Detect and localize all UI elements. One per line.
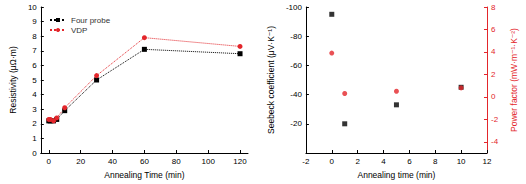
svg-text:0: 0 xyxy=(491,92,496,101)
svg-text:VDP: VDP xyxy=(71,26,87,35)
svg-text:0: 0 xyxy=(32,149,37,158)
svg-text:4: 4 xyxy=(491,47,496,56)
svg-text:-2: -2 xyxy=(302,157,310,166)
svg-text:-20: -20 xyxy=(290,119,302,128)
svg-text:60: 60 xyxy=(140,157,149,166)
svg-text:40: 40 xyxy=(108,157,117,166)
svg-text:120: 120 xyxy=(233,157,247,166)
svg-text:-40: -40 xyxy=(290,90,302,99)
svg-text:Four probe: Four probe xyxy=(71,16,111,25)
svg-text:6: 6 xyxy=(491,25,496,34)
svg-text:9: 9 xyxy=(32,17,37,26)
svg-text:100: 100 xyxy=(201,157,215,166)
svg-text:0: 0 xyxy=(330,157,335,166)
svg-text:Resistivity (μΩ·m): Resistivity (μΩ·m) xyxy=(8,46,18,114)
svg-text:5: 5 xyxy=(32,76,37,85)
svg-text:7: 7 xyxy=(32,46,37,55)
svg-text:4: 4 xyxy=(32,90,37,99)
svg-text:3: 3 xyxy=(32,105,37,114)
svg-text:10: 10 xyxy=(28,3,37,12)
svg-text:Annealing Time (min): Annealing Time (min) xyxy=(104,170,184,180)
svg-text:-80: -80 xyxy=(290,32,302,41)
svg-text:10: 10 xyxy=(457,157,466,166)
svg-text:8: 8 xyxy=(32,32,37,41)
svg-text:6: 6 xyxy=(32,61,37,70)
svg-text:80: 80 xyxy=(172,157,181,166)
svg-text:12: 12 xyxy=(483,157,492,166)
svg-text:6: 6 xyxy=(407,157,412,166)
svg-text:8: 8 xyxy=(491,3,496,12)
svg-text:1: 1 xyxy=(32,134,37,143)
svg-text:4: 4 xyxy=(381,157,386,166)
svg-text:Power factor (mW·m⁻¹·K⁻²): Power factor (mW·m⁻¹·K⁻²) xyxy=(509,28,519,132)
svg-text:2: 2 xyxy=(32,119,37,128)
svg-text:Seebeck coefficient (μV·K⁻¹): Seebeck coefficient (μV·K⁻¹) xyxy=(266,26,276,134)
svg-text:0: 0 xyxy=(47,157,52,166)
svg-text:20: 20 xyxy=(76,157,85,166)
svg-text:-2: -2 xyxy=(491,115,499,124)
svg-text:2: 2 xyxy=(491,70,496,79)
svg-text:Annealing time (min): Annealing time (min) xyxy=(357,170,435,180)
svg-text:-100: -100 xyxy=(286,3,303,12)
svg-text:2: 2 xyxy=(355,157,360,166)
svg-text:8: 8 xyxy=(433,157,438,166)
svg-text:-4: -4 xyxy=(491,137,499,146)
svg-text:-60: -60 xyxy=(290,61,302,70)
